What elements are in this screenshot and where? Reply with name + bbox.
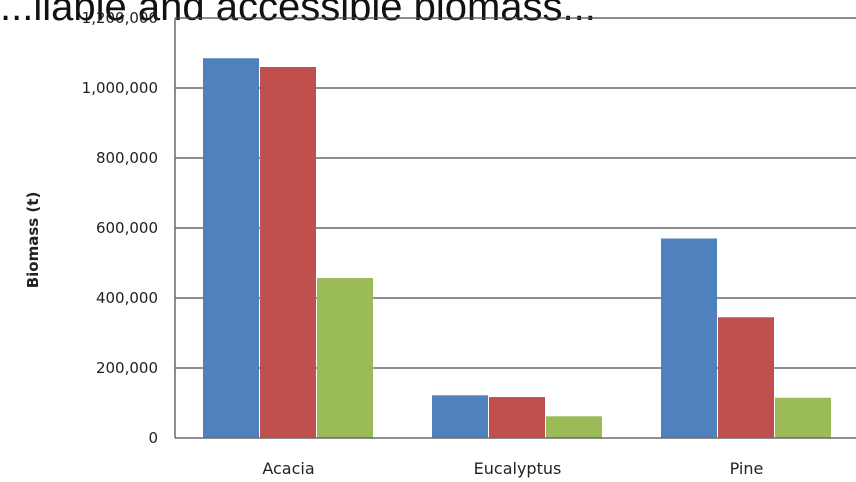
bar [203, 58, 259, 438]
bar [432, 395, 488, 438]
bar [661, 238, 717, 438]
category-label: Eucalyptus [474, 459, 562, 478]
y-axis-label: Biomass (t) [24, 192, 42, 289]
category-label: Pine [730, 459, 764, 478]
y-axis-tick-labels: 0 200,000 400,000 600,000 800,000 1,000,000 1,… [82, 9, 158, 447]
bar [317, 278, 373, 438]
y-tick-label: 1,200,000 [82, 9, 158, 27]
y-tick-label: 200,000 [96, 359, 158, 377]
bar [546, 416, 602, 438]
bar [718, 317, 774, 438]
bar [489, 397, 545, 438]
y-tick-label: 0 [148, 429, 158, 447]
bar [775, 397, 831, 438]
chart-title: ...ilable and accessible biomass... [0, 0, 596, 29]
x-axis-category-labels: Acacia Eucalyptus Pine [262, 459, 763, 478]
bars [203, 58, 831, 438]
y-tick-label: 400,000 [96, 289, 158, 307]
y-tick-label: 800,000 [96, 149, 158, 167]
bar [260, 67, 316, 438]
y-tick-label: 600,000 [96, 219, 158, 237]
category-label: Acacia [262, 459, 314, 478]
y-tick-label: 1,000,000 [82, 79, 158, 97]
